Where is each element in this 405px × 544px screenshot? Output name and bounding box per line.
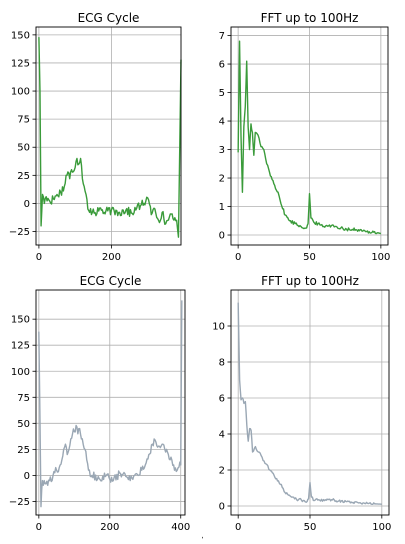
y-tick-label: 6 bbox=[219, 394, 225, 405]
x-tick-label: 50 bbox=[303, 252, 316, 263]
axes-frame bbox=[35, 289, 186, 516]
y-tick-label: 2 bbox=[219, 174, 225, 185]
axes-frame bbox=[35, 26, 182, 246]
y-tick-label: 0 bbox=[219, 231, 225, 242]
y-tick-label: 0 bbox=[24, 199, 30, 210]
y-tick-label: 125 bbox=[11, 58, 30, 69]
chart-panel-2: 0 50 100 0 1 2 3 4 5 6 7 FFT up to 100Hz bbox=[219, 11, 391, 263]
y-tick-label: 0 bbox=[24, 471, 30, 482]
y-tick-label: 150 bbox=[11, 30, 30, 41]
x-tick-label: 100 bbox=[372, 522, 391, 533]
grid bbox=[36, 27, 181, 245]
x-tick-label: 400 bbox=[171, 522, 190, 533]
y-tick-label: 10 bbox=[212, 322, 225, 333]
y-tick-label: 1 bbox=[219, 202, 225, 213]
y-tick-label: 25 bbox=[17, 445, 30, 456]
y-tick-label: 6 bbox=[219, 60, 225, 71]
y-tick-label: 3 bbox=[219, 145, 225, 156]
chart-panel-3: 0 200 400 −25 0 25 50 75 100 125 150 ECG Cycle bbox=[9, 274, 190, 533]
x-tick-label: 100 bbox=[371, 252, 390, 263]
series-line bbox=[38, 300, 183, 508]
x-tick-label: 0 bbox=[235, 522, 241, 533]
y-tick-label: 125 bbox=[11, 341, 30, 352]
series-line bbox=[237, 302, 382, 506]
chart-panel-4: 0 50 100 0 2 4 6 8 10 FFT up to 100Hz bbox=[212, 274, 391, 533]
y-tick-label: 50 bbox=[17, 419, 30, 430]
series-line bbox=[237, 40, 382, 235]
x-tick-label: 200 bbox=[102, 252, 121, 263]
y-tick-label: 100 bbox=[11, 87, 30, 98]
chart-panel-1: 0 200 −25 0 25 50 75 100 125 150 ECG Cycle bbox=[9, 11, 182, 263]
x-tick-label: 0 bbox=[36, 522, 42, 533]
y-tick-label: −25 bbox=[9, 227, 30, 238]
x-tick-label: 0 bbox=[36, 252, 42, 263]
series-line bbox=[38, 37, 182, 238]
chart-title: FFT up to 100Hz bbox=[261, 274, 359, 288]
x-tick-label: 200 bbox=[100, 522, 119, 533]
chart-title: ECG Cycle bbox=[80, 274, 142, 288]
y-tick-label: 50 bbox=[17, 143, 30, 154]
y-tick-label: 2 bbox=[219, 466, 225, 477]
x-tick-label: 0 bbox=[235, 252, 241, 263]
y-tick-label: 100 bbox=[11, 367, 30, 378]
x-tick-label: 50 bbox=[304, 522, 317, 533]
y-tick-label: 0 bbox=[219, 502, 225, 513]
y-tick-label: −25 bbox=[9, 497, 30, 508]
bottom-caption-fragment: ʼ bbox=[201, 536, 204, 544]
y-tick-label: 4 bbox=[219, 430, 225, 441]
y-tick-label: 8 bbox=[219, 358, 225, 369]
y-tick-label: 25 bbox=[17, 171, 30, 182]
grid bbox=[231, 290, 389, 515]
y-tick-label: 4 bbox=[219, 117, 225, 128]
chart-title: ECG Cycle bbox=[78, 11, 140, 25]
y-tick-label: 75 bbox=[17, 115, 30, 126]
y-tick-label: 150 bbox=[11, 315, 30, 326]
y-tick-label: 75 bbox=[17, 393, 30, 404]
chart-title: FFT up to 100Hz bbox=[261, 11, 359, 25]
y-tick-label: 7 bbox=[219, 31, 225, 42]
y-tick-label: 5 bbox=[219, 88, 225, 99]
